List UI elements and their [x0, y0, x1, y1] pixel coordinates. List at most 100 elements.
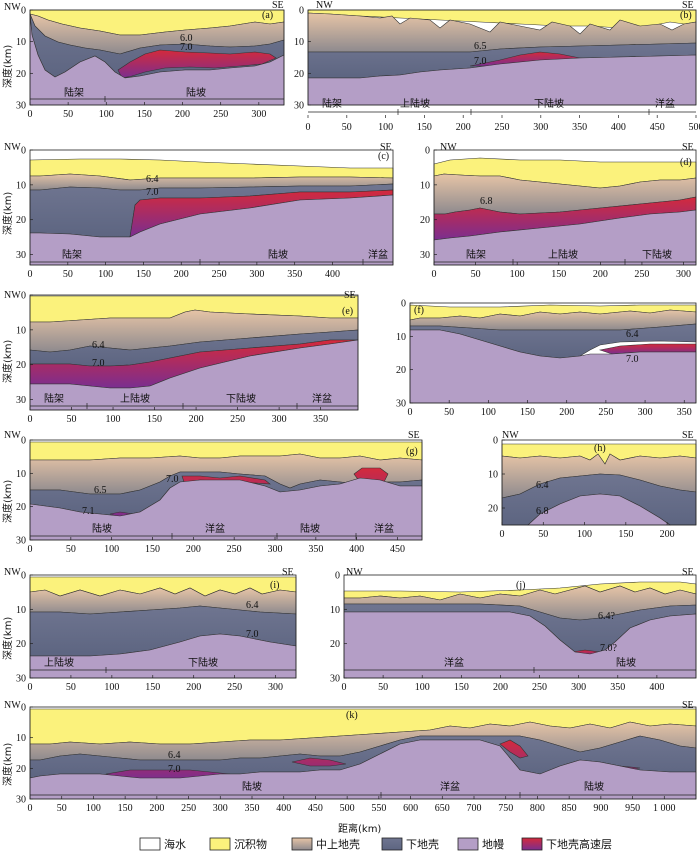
zone-label: 下陆坡 — [188, 656, 218, 669]
y-tick-label: 20 — [16, 764, 26, 775]
iso-label: 7.0 — [166, 474, 179, 485]
x-tick-label: 250 — [212, 269, 227, 280]
x-tick-label: 50 — [57, 803, 67, 814]
zone-label: 陆坡 — [186, 86, 206, 99]
x-tick-label: 0 — [28, 109, 33, 120]
x-tick-label: 450 — [650, 122, 665, 133]
x-tick-label: 0 — [28, 544, 33, 555]
panel-tag: (j) — [516, 580, 525, 591]
nw-label: NW — [4, 142, 21, 153]
nw-label: NW — [4, 430, 21, 441]
y-tick-label: 0 — [21, 6, 26, 17]
y-tick-label: 30 — [16, 536, 26, 547]
x-tick-label: 50 — [63, 269, 73, 280]
x-tick-label: 250 — [213, 109, 228, 120]
x-tick-label: 0 — [28, 803, 33, 814]
y-tick-label: 0 — [299, 6, 304, 17]
nw-label: NW — [346, 567, 363, 578]
y-tick-label: 20 — [16, 502, 26, 513]
y-tick-label: 0 — [493, 436, 498, 447]
depth-axis-label: 深度(km) — [1, 743, 14, 786]
x-tick-label: 200 — [493, 682, 508, 693]
x-tick-label: 250 — [598, 407, 613, 418]
legend-item-sediment: 沉积物 — [209, 837, 267, 851]
legend-label: 地幔 — [482, 838, 504, 851]
panel-tag: (b) — [680, 10, 692, 21]
x-tick-label: 150 — [147, 414, 162, 425]
x-tick-label: 100 — [510, 269, 525, 280]
panel-h: 6.4 6.8 NW SE (h) 0 10 20 0 50 100 150 200 — [488, 430, 697, 540]
iso-label: 7.0 — [246, 629, 259, 640]
distance-axis-label: 距离(km) — [338, 822, 381, 835]
x-tick-label: 250 — [227, 682, 242, 693]
x-tick-label: 50 — [471, 269, 481, 280]
x-tick-label: 100 — [98, 269, 113, 280]
x-tick-label: 100 — [577, 529, 592, 540]
x-tick-label: 650 — [435, 803, 450, 814]
nw-label: NW — [4, 567, 21, 578]
legend: 海水 沉积物 中上地壳 下地壳 地幔 下地壳高速层 — [139, 837, 612, 851]
x-tick-label: 400 — [649, 682, 664, 693]
x-tick-label: 350 — [677, 407, 692, 418]
nw-label: NW — [316, 0, 333, 11]
panel-tag: (c) — [378, 151, 389, 162]
x-tick-label: 300 — [213, 803, 228, 814]
x-tick-label: 150 — [145, 682, 160, 693]
se-label: SE — [380, 142, 392, 153]
panel-j: 6.4? 7.0? 洋盆 陆坡 NW SE (j) 0 10 20 30 0 50 100… — [330, 567, 697, 693]
hvlc-layer — [117, 49, 277, 79]
x-tick-label: 100 — [481, 407, 496, 418]
x-tick-label: 450 — [390, 544, 405, 555]
zone-label: 陆坡 — [268, 248, 288, 261]
x-ticks: 0 50 100 150 200 250 300 350 400 — [342, 675, 664, 693]
iso-label: 7.0? — [600, 643, 618, 654]
x-tick-label: 450 — [308, 803, 323, 814]
x-tick-label: 150 — [145, 544, 160, 555]
iso-label: 6.4 — [246, 600, 259, 611]
y-tick-label: 20 — [16, 639, 26, 650]
panel-tag: (h) — [594, 443, 606, 454]
legend-label: 海水 — [164, 837, 186, 851]
panel-tag: (e) — [342, 306, 353, 317]
x-tick-label: 150 — [118, 803, 133, 814]
y-tick-label: 30 — [396, 399, 406, 410]
zone-label: 陆坡 — [242, 780, 262, 793]
legend-item-upper-crust: 中上地壳 — [291, 837, 360, 851]
legend-item-mantle: 地幔 — [457, 837, 504, 851]
nw-label: NW — [502, 430, 519, 441]
x-tick-label: 350 — [572, 122, 587, 133]
iso-label: 7.0 — [92, 358, 105, 369]
x-tick-label: 150 — [136, 269, 151, 280]
y-ticks: 0 10 20 30 — [294, 6, 311, 112]
depth-axis-label: 深度(km) — [1, 45, 14, 88]
y-tick-label: 30 — [16, 395, 26, 406]
x-tick-label: 700 — [467, 803, 482, 814]
y-tick-label: 0 — [401, 299, 406, 310]
y-ticks: 0 10 20 30 — [16, 571, 33, 685]
y-tick-label: 10 — [16, 469, 26, 480]
panel-tag: (d) — [680, 157, 692, 168]
x-tick-label: 0 — [28, 269, 33, 280]
x-tick-label: 50 — [66, 544, 76, 555]
y-tick-label: 0 — [21, 703, 26, 714]
y-tick-label: 10 — [488, 470, 498, 481]
y-tick-label: 10 — [420, 180, 430, 191]
panel-b: 6.5 7.0 陆架 上陆坡 下陆坡 洋盆 NW SE (b) 0102030 … — [294, 0, 700, 133]
x-tick-label: 200 — [660, 529, 675, 540]
y-tick-label: 0 — [21, 146, 26, 157]
panel-tag: (k) — [346, 710, 358, 721]
y-tick-label: 0 — [335, 571, 340, 582]
y-tick-label: 10 — [330, 605, 340, 616]
y-tick-label: 0 — [21, 291, 26, 302]
y-tick-label: 10 — [16, 180, 26, 191]
iso-label: 6.4 — [168, 750, 181, 761]
x-tick-label: 400 — [276, 803, 291, 814]
y-tick-label: 10 — [16, 605, 26, 616]
y-tick-label: 20 — [16, 360, 26, 371]
x-tick-label: 300 — [638, 407, 653, 418]
y-tick-label: 20 — [396, 365, 406, 376]
y-tick-label: 30 — [294, 101, 304, 112]
y-tick-label: 20 — [16, 215, 26, 226]
zone-label: 洋盆 — [655, 97, 675, 110]
